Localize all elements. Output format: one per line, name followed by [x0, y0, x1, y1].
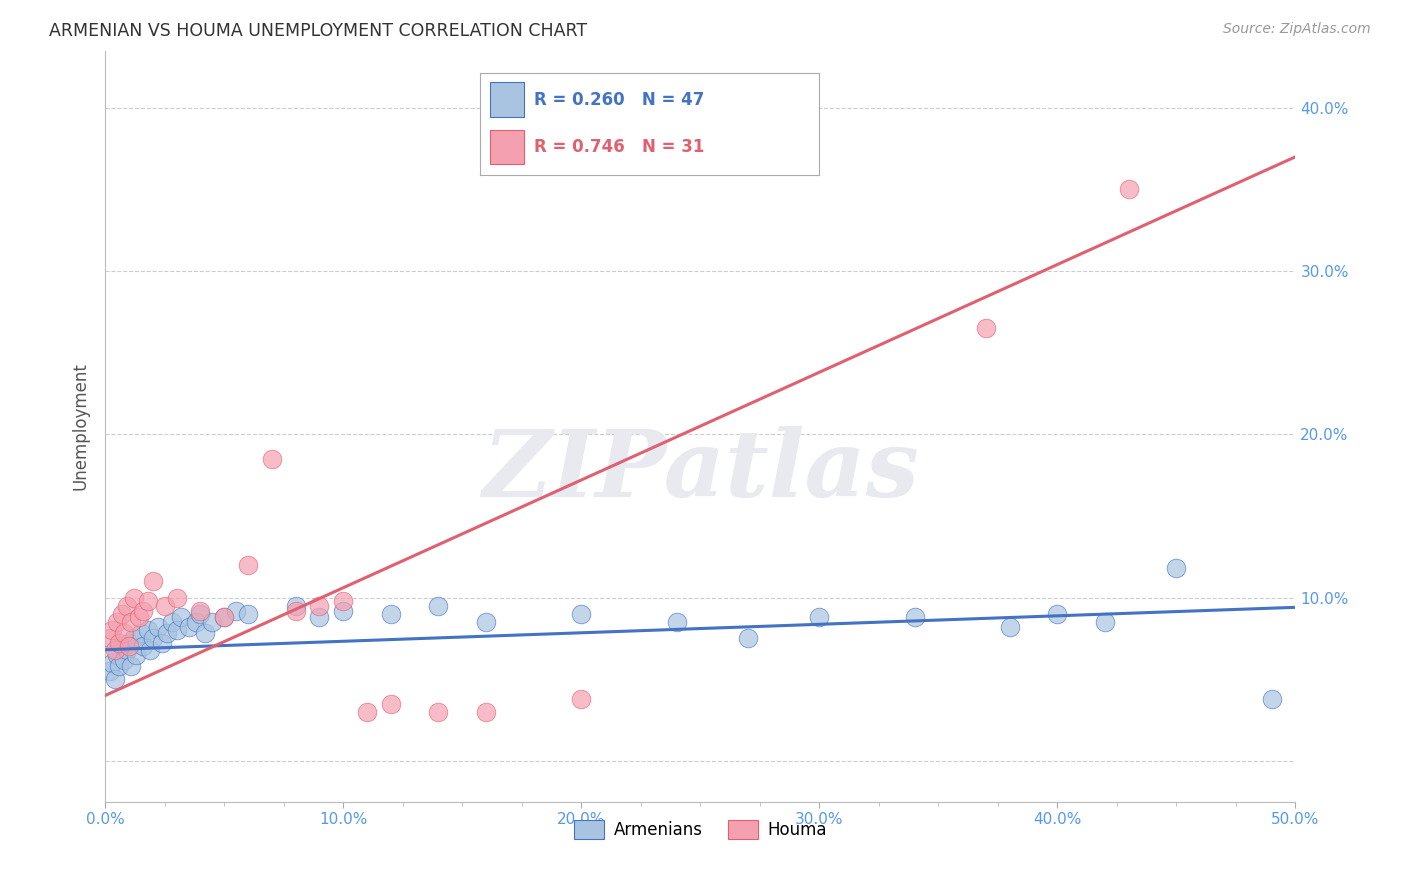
Text: ARMENIAN VS HOUMA UNEMPLOYMENT CORRELATION CHART: ARMENIAN VS HOUMA UNEMPLOYMENT CORRELATI…	[49, 22, 588, 40]
Point	[112, 626, 135, 640]
Point	[1118, 182, 1140, 196]
Point	[108, 659, 131, 673]
Point	[132, 604, 155, 618]
Point	[101, 656, 124, 670]
Point	[260, 451, 283, 466]
Point	[111, 607, 134, 621]
Point	[190, 604, 212, 618]
Point	[160, 615, 183, 629]
Point	[1260, 691, 1282, 706]
Point	[332, 604, 354, 618]
Point	[128, 610, 150, 624]
Point	[105, 615, 128, 629]
Point	[132, 640, 155, 654]
Point	[903, 610, 925, 624]
Point	[1166, 561, 1188, 575]
Point	[115, 642, 138, 657]
Point	[284, 599, 307, 613]
Point	[212, 610, 235, 624]
Point	[142, 574, 165, 589]
Point	[98, 664, 121, 678]
Point	[120, 615, 142, 629]
Point	[146, 620, 169, 634]
Point	[201, 615, 224, 629]
Point	[139, 642, 162, 657]
Point	[184, 615, 207, 629]
Point	[108, 636, 131, 650]
Point	[120, 659, 142, 673]
Text: Source: ZipAtlas.com: Source: ZipAtlas.com	[1223, 22, 1371, 37]
Point	[308, 599, 330, 613]
Point	[236, 607, 259, 621]
Point	[380, 607, 402, 621]
Point	[284, 604, 307, 618]
Point	[122, 632, 145, 646]
Point	[153, 599, 176, 613]
Point	[122, 591, 145, 605]
Point	[118, 640, 141, 654]
Point	[190, 607, 212, 621]
Point	[380, 697, 402, 711]
Point	[475, 705, 498, 719]
Point	[125, 648, 148, 662]
Point	[998, 620, 1021, 634]
Point	[104, 642, 127, 657]
Point	[332, 594, 354, 608]
Point	[808, 610, 831, 624]
Point	[156, 626, 179, 640]
Point	[569, 691, 592, 706]
Point	[427, 599, 450, 613]
Text: ZIPatlas: ZIPatlas	[482, 426, 920, 516]
Point	[225, 604, 247, 618]
Point	[170, 610, 193, 624]
Point	[136, 594, 159, 608]
Point	[115, 599, 138, 613]
Point	[1046, 607, 1069, 621]
Point	[101, 623, 124, 637]
Point	[212, 610, 235, 624]
Legend: Armenians, Houma: Armenians, Houma	[567, 814, 834, 846]
Point	[1094, 615, 1116, 629]
Point	[569, 607, 592, 621]
Point	[104, 672, 127, 686]
Point	[105, 648, 128, 662]
Point	[129, 626, 152, 640]
Point	[427, 705, 450, 719]
Point	[194, 626, 217, 640]
Point	[665, 615, 688, 629]
Point	[112, 652, 135, 666]
Point	[177, 620, 200, 634]
Point	[136, 623, 159, 637]
Point	[118, 636, 141, 650]
Point	[98, 632, 121, 646]
Point	[308, 610, 330, 624]
Point	[142, 632, 165, 646]
Point	[475, 615, 498, 629]
Point	[166, 623, 188, 637]
Point	[111, 640, 134, 654]
Y-axis label: Unemployment: Unemployment	[72, 362, 89, 490]
Point	[166, 591, 188, 605]
Point	[974, 321, 997, 335]
Point	[236, 558, 259, 572]
Point	[356, 705, 378, 719]
Point	[737, 632, 759, 646]
Point	[150, 636, 173, 650]
